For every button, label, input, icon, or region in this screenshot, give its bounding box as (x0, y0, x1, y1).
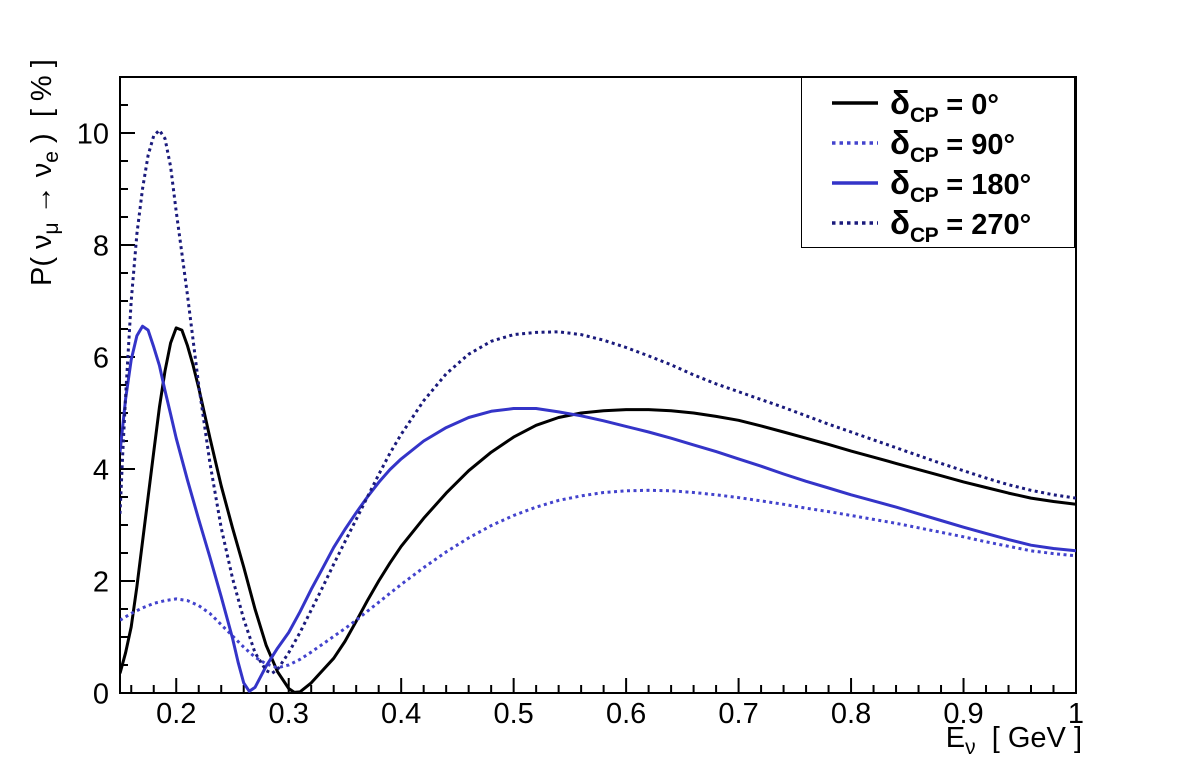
legend-label: δCP = 270° (890, 204, 1032, 246)
curve-delta-cp-0 (120, 326, 1076, 693)
legend-value: = 0° (938, 89, 999, 121)
energy-symbol: E (945, 722, 966, 754)
curve-delta-cp-180 (120, 324, 1076, 693)
nu-subscript: ν (965, 735, 976, 759)
x-title-unit: [ GeV ] (975, 722, 1082, 754)
y-axis-tick-label: 4 (93, 454, 109, 486)
legend-line-swatch (832, 101, 878, 105)
cp-subscript: CP (910, 144, 939, 167)
legend-line-swatch (832, 221, 878, 225)
x-axis-tick-label: 0.8 (831, 698, 871, 730)
curve-delta-cp-270 (120, 128, 1076, 675)
x-axis-tick-label: 0.4 (381, 698, 421, 730)
y-title-prefix: P( (26, 248, 58, 286)
cp-subscript: CP (910, 224, 939, 247)
x-axis-tick-label: 0.7 (718, 698, 758, 730)
x-axis-tick-label: 0.9 (943, 698, 983, 730)
e-subscript: e (39, 151, 63, 163)
arrow-symbol: → (26, 177, 58, 223)
x-axis-tick-label: 0.3 (269, 698, 309, 730)
delta-symbol: δ (890, 164, 911, 201)
delta-symbol: δ (890, 124, 911, 161)
x-axis-tick-label: 0.2 (156, 698, 196, 730)
legend: δCP = 0° δCP = 90° δCP = 180° δCP = 270° (801, 77, 1075, 248)
legend-line-swatch (832, 181, 878, 185)
y-axis-tick-label: 8 (93, 230, 109, 262)
delta-symbol: δ (890, 204, 911, 241)
legend-value: = 180° (938, 169, 1032, 201)
legend-row: δCP = 270° (802, 203, 1074, 246)
nu-symbol: ν (26, 234, 58, 249)
x-axis-tick-label: 0.6 (606, 698, 646, 730)
legend-row: δCP = 90° (802, 123, 1074, 166)
nu-symbol: ν (26, 162, 58, 178)
x-axis-tick-label: 0.5 (493, 698, 533, 730)
legend-label: δCP = 0° (890, 84, 999, 126)
legend-row: δCP = 0° (802, 83, 1074, 126)
y-axis-tick-label: 10 (77, 118, 109, 150)
y-axis-tick-label: 0 (93, 678, 109, 710)
y-title-suffix: ) [ % ] (26, 59, 58, 152)
mu-subscript: μ (39, 222, 63, 235)
legend-label: δCP = 90° (890, 124, 1016, 166)
x-axis-title: Eν [ GeV ] (945, 722, 1082, 758)
delta-symbol: δ (890, 84, 911, 121)
cp-subscript: CP (910, 104, 939, 127)
y-axis-title: P( νμ → νe ) [ % ] (26, 59, 63, 286)
x-axis-tick-label: 1 (1068, 698, 1084, 730)
y-axis-tick-label: 6 (93, 342, 109, 374)
curve-delta-cp-90 (120, 488, 1076, 670)
legend-value: = 270° (938, 209, 1032, 241)
legend-row: δCP = 180° (802, 163, 1074, 206)
legend-value: = 90° (938, 129, 1016, 161)
cp-subscript: CP (910, 184, 939, 207)
y-axis-tick-label: 2 (93, 566, 109, 598)
legend-line-swatch (832, 141, 878, 145)
legend-label: δCP = 180° (890, 164, 1032, 206)
